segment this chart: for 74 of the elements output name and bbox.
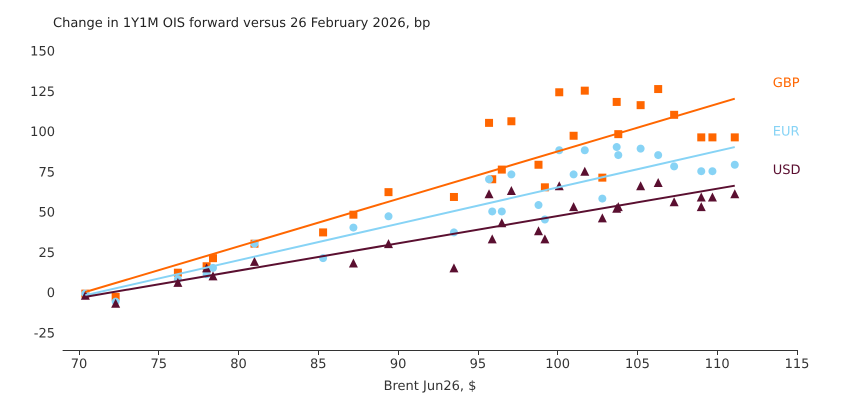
point [507, 170, 516, 178]
point [612, 143, 621, 152]
x-tick-label: 90 [390, 357, 406, 372]
point [580, 86, 589, 95]
point [319, 228, 328, 236]
point [498, 207, 506, 216]
point [654, 85, 662, 94]
x-tick-label: 110 [704, 357, 730, 372]
point [708, 167, 716, 176]
text: EUR [772, 124, 800, 140]
point [540, 234, 550, 244]
point [708, 133, 716, 142]
y-tick-label: 100 [30, 125, 55, 140]
point [612, 98, 621, 106]
point [654, 178, 663, 187]
point [534, 160, 543, 169]
point [598, 213, 607, 222]
point [696, 202, 706, 212]
point [598, 194, 606, 203]
y-tick-label: 50 [38, 206, 55, 221]
point [507, 117, 516, 126]
point [708, 192, 717, 202]
text: USD [772, 163, 801, 178]
point [636, 144, 645, 153]
point [697, 167, 706, 176]
y-tick-label: 125 [30, 84, 55, 100]
x-tick-label: 100 [545, 357, 570, 372]
point [484, 189, 494, 198]
point [580, 146, 589, 154]
x-axis-title: Brent Jun26, $ [384, 379, 476, 394]
point [670, 197, 679, 206]
y-tick-label: 75 [38, 165, 55, 180]
x-tick-label: 85 [310, 357, 327, 372]
x-tick-label: 115 [784, 357, 810, 372]
point [670, 162, 678, 170]
point [450, 192, 458, 201]
point [534, 226, 544, 236]
point [696, 192, 706, 202]
y-tick-label: 0 [46, 286, 55, 302]
x-tick-label: 105 [625, 357, 650, 372]
x-tick-label: 80 [230, 357, 247, 372]
point [485, 118, 494, 127]
point [488, 234, 497, 244]
y-tick-label: 25 [38, 246, 55, 261]
point [534, 201, 543, 210]
point [730, 133, 739, 142]
y-tick-label: -25 [34, 326, 55, 342]
point [614, 151, 622, 160]
point [449, 263, 458, 272]
point [485, 175, 494, 184]
point [569, 202, 578, 212]
point [250, 256, 259, 266]
point [697, 133, 706, 142]
point [570, 170, 578, 178]
text: GBP [772, 76, 800, 92]
chart-title: Change in 1Y1M OIS forward versus 26 February 2026, bp [53, 16, 430, 31]
point [506, 186, 516, 196]
point [636, 181, 646, 190]
point [488, 207, 496, 216]
point [730, 160, 739, 169]
point [580, 166, 590, 176]
point [730, 189, 740, 198]
point [348, 258, 358, 268]
y-tick-label: 150 [30, 44, 55, 60]
x-tick-label: 70 [70, 357, 88, 372]
point [349, 224, 358, 232]
point [384, 188, 393, 196]
point [570, 132, 578, 140]
point [654, 151, 662, 160]
point [636, 101, 645, 110]
x-tick-label: 95 [470, 357, 486, 372]
x-tick-label: 75 [150, 357, 168, 372]
point [555, 88, 564, 96]
point [384, 212, 393, 220]
